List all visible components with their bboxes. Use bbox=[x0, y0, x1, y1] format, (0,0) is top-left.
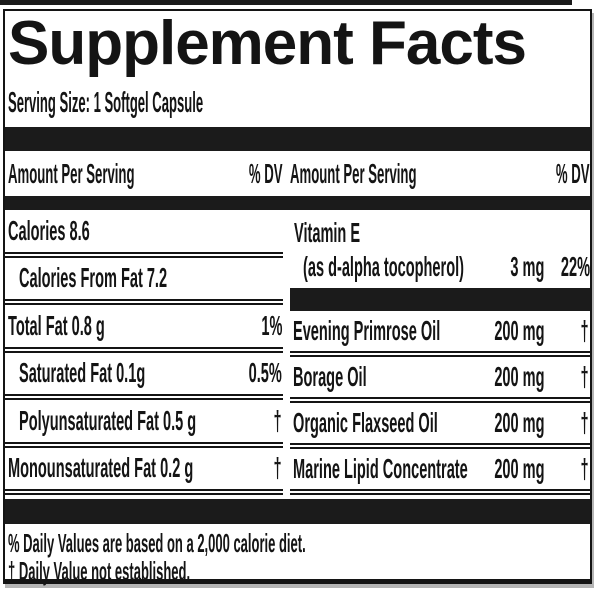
left-column: Calories 8.6 Calories From Fat 7.2 Total… bbox=[5, 210, 283, 495]
table-row: Calories From Fat 7.2 bbox=[5, 258, 283, 305]
nutrient-name: Saturated Fat 0.1g bbox=[19, 357, 146, 389]
nutrient-name: Monounsaturated Fat 0.2 g bbox=[8, 452, 194, 484]
medium-divider-under-header bbox=[5, 196, 590, 210]
nutrient-amount: 3 mg bbox=[510, 251, 544, 282]
table-row: Evening Primrose Oil 200 mg † bbox=[290, 311, 590, 357]
vitamin-e-row: Vitamin E (as d-alpha tocopherol) 3 mg 2… bbox=[290, 210, 590, 288]
nutrient-dv: † bbox=[273, 404, 282, 436]
thick-divider-top bbox=[5, 127, 590, 151]
panel-title: Supplement Facts bbox=[8, 9, 527, 78]
nutrient-dv: † bbox=[580, 315, 589, 346]
photo-edge-strip bbox=[0, 0, 572, 5]
footnotes: % Daily Values are based on a 2,000 calo… bbox=[5, 524, 590, 586]
serving-size-text: Serving Size: 1 Softgel Capsule bbox=[8, 86, 204, 119]
nutrients-table: Calories 8.6 Calories From Fat 7.2 Total… bbox=[5, 210, 590, 495]
oil-rows: Evening Primrose Oil 200 mg † Borage Oil… bbox=[290, 311, 590, 495]
nutrient-name: Organic Flaxseed Oil bbox=[293, 407, 438, 438]
nutrient-dv: † bbox=[580, 361, 589, 392]
nutrient-dv: † bbox=[273, 452, 282, 484]
table-row: Organic Flaxseed Oil 200 mg † bbox=[290, 403, 590, 449]
nutrient-name: Calories 8.6 bbox=[8, 214, 90, 246]
nutrient-amount: 200 mg bbox=[493, 361, 544, 392]
serving-size-line: Serving Size: 1 Softgel Capsule bbox=[8, 87, 590, 119]
amount-per-serving-label: Amount Per Serving bbox=[8, 157, 135, 189]
header-left: Amount Per Serving % DV bbox=[5, 151, 283, 196]
nutrient-dv: † bbox=[580, 407, 589, 438]
vitamin-e-detail-line: (as d-alpha tocopherol) 3 mg 22% bbox=[294, 250, 590, 284]
percent-dv-label: % DV bbox=[249, 157, 283, 189]
nutrient-name: Total Fat 0.8 g bbox=[8, 309, 105, 341]
table-row: Marine Lipid Concentrate 200 mg † bbox=[290, 449, 590, 495]
nutrient-name: Vitamin E bbox=[294, 217, 361, 248]
footnote-dv-not-established: † Daily Value not established. bbox=[8, 555, 191, 586]
amount-per-serving-label: Amount Per Serving bbox=[290, 157, 417, 189]
nutrient-name: Marine Lipid Concentrate bbox=[293, 453, 468, 484]
footnote-daily-values: % Daily Values are based on a 2,000 calo… bbox=[8, 527, 306, 558]
right-column: Vitamin E (as d-alpha tocopherol) 3 mg 2… bbox=[290, 210, 590, 495]
nutrient-dv: † bbox=[580, 453, 589, 484]
nutrient-name: Evening Primrose Oil bbox=[293, 315, 441, 346]
table-row: Monounsaturated Fat 0.2 g † bbox=[5, 448, 283, 495]
vitamin-e-name-line: Vitamin E bbox=[294, 216, 590, 250]
table-row: Borage Oil 200 mg † bbox=[290, 357, 590, 403]
nutrient-dv: 1% bbox=[260, 309, 282, 341]
nutrient-dv: 0.5% bbox=[248, 357, 282, 389]
nutrient-name: Polyunsaturated Fat 0.5 g bbox=[19, 404, 197, 436]
table-header-row: Amount Per Serving % DV Amount Per Servi… bbox=[5, 151, 590, 196]
thick-divider-bottom bbox=[5, 499, 590, 524]
table-row: Total Fat 0.8 g 1% bbox=[5, 305, 283, 353]
supplement-facts-panel: Supplement Facts Serving Size: 1 Softgel… bbox=[3, 9, 592, 586]
right-column-divider-bar bbox=[290, 288, 590, 311]
nutrient-name: Calories From Fat 7.2 bbox=[19, 262, 168, 294]
nutrient-amount: 200 mg bbox=[493, 407, 544, 438]
nutrient-amount: 200 mg bbox=[493, 453, 544, 484]
table-row: Polyunsaturated Fat 0.5 g † bbox=[5, 400, 283, 448]
percent-dv-label: % DV bbox=[556, 157, 590, 189]
nutrient-subname: (as d-alpha tocopherol) bbox=[303, 251, 464, 282]
nutrient-dv: 22% bbox=[560, 251, 590, 282]
nutrient-name: Borage Oil bbox=[293, 361, 367, 392]
table-row: Calories 8.6 bbox=[5, 210, 283, 258]
column-gap bbox=[283, 210, 290, 495]
nutrient-amount: 200 mg bbox=[493, 315, 544, 346]
table-row: Saturated Fat 0.1g 0.5% bbox=[5, 353, 283, 400]
header-right: Amount Per Serving % DV bbox=[290, 151, 590, 196]
